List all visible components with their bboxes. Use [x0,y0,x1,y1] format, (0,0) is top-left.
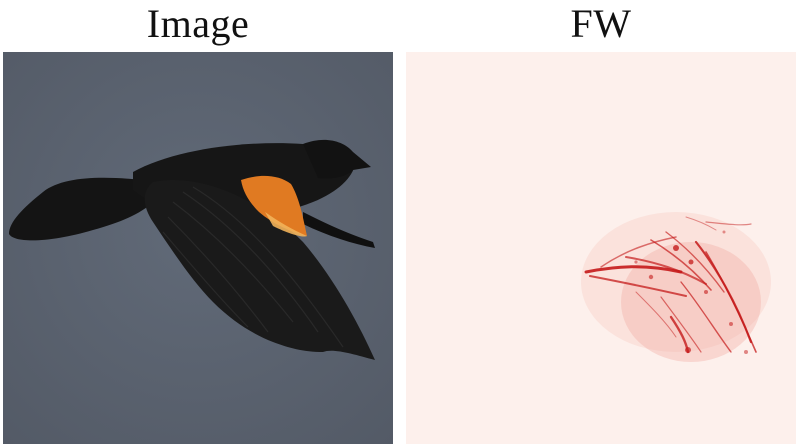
bird-photo-drawing [3,52,393,444]
image-panel-title: Image [146,1,250,46]
bird-shoulder-patch [241,175,307,236]
fw-panel-title: FW [570,1,632,46]
bird-head [303,139,371,179]
bird-photo [3,52,393,444]
bird-tail [9,177,153,241]
bird-leg [303,212,375,248]
fw-heatmap-drawing [406,52,796,444]
fw-heatmap [406,52,796,444]
